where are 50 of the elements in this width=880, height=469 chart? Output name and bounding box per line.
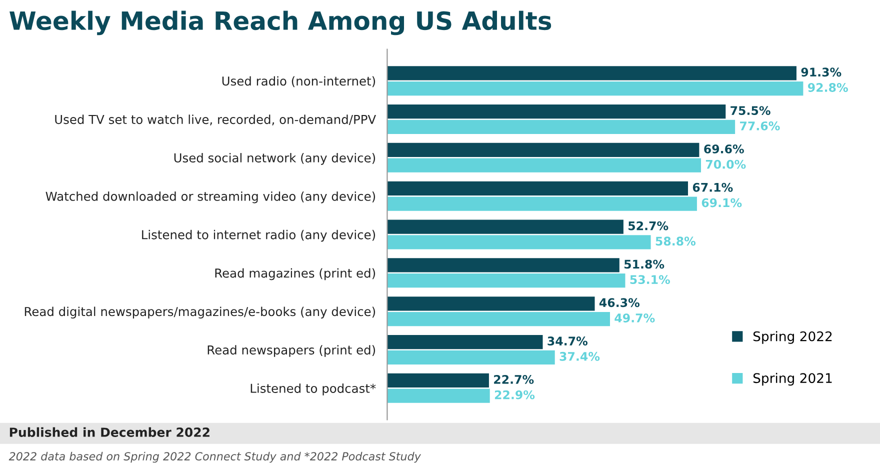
text: 2022 data based on Spring 2022 Connect Study and *2022 Podcast Study <box>8 452 422 463</box>
bar <box>387 388 490 403</box>
bar <box>387 181 688 196</box>
bar <box>387 373 489 388</box>
bar <box>387 158 701 172</box>
y-tick-label: Used radio (non-internet) <box>222 76 376 88</box>
y-tick-label: Used social network (any device) <box>174 153 376 165</box>
data-label: 77.6% <box>740 121 780 130</box>
bar <box>387 235 651 250</box>
y-tick-label: Watched downloaded or streaming video (any device) <box>46 191 376 204</box>
y-tick-label: Listened to internet radio (any device) <box>142 230 376 242</box>
data-label: 37.4% <box>560 352 600 361</box>
bar <box>387 120 736 134</box>
data-label: 92.8% <box>808 83 848 92</box>
data-label: 46.3% <box>599 298 640 308</box>
data-label: 69.6% <box>704 144 744 154</box>
bar <box>387 81 804 96</box>
legend-label: Spring 2021 <box>753 372 832 386</box>
bar <box>387 258 620 272</box>
data-label: 75.5% <box>730 106 770 115</box>
bar <box>387 274 626 288</box>
y-tick-label: Read digital newspapers/magazines/e-books (any device) <box>24 306 376 319</box>
y-tick-label: Read magazines (print ed) <box>215 268 376 280</box>
data-label: 70.0% <box>706 160 746 169</box>
bar <box>387 196 697 211</box>
data-label: 69.1% <box>702 198 742 208</box>
data-label: 51.8% <box>624 260 664 269</box>
bar <box>387 142 700 158</box>
data-label: 52.7% <box>628 221 668 230</box>
bar <box>387 312 610 326</box>
legend-label: Spring 2022 <box>753 331 832 344</box>
bar <box>387 104 726 119</box>
data-label: 34.7% <box>548 336 588 346</box>
chart-title: Weekly Media Reach Among US Adults <box>10 10 552 36</box>
data-label: 22.9% <box>494 390 535 400</box>
bar <box>387 66 796 80</box>
data-label: 22.7% <box>494 374 534 384</box>
y-tick-label: Used TV set to watch live, recorded, on-demand/PPV <box>55 114 376 126</box>
data-label: 58.8% <box>656 236 696 246</box>
data-label: 67.1% <box>692 182 733 192</box>
bar <box>387 334 543 350</box>
data-label: 49.7% <box>614 314 655 322</box>
bar <box>387 296 595 311</box>
text: Published in December 2022 <box>10 427 210 437</box>
bar <box>387 350 555 364</box>
data-label: 91.3% <box>801 68 842 77</box>
data-label: 53.1% <box>630 275 670 284</box>
y-tick-label: Read newspapers (print ed) <box>208 345 376 357</box>
y-tick-label: Listened to podcast* <box>250 384 376 396</box>
bar <box>387 220 624 234</box>
